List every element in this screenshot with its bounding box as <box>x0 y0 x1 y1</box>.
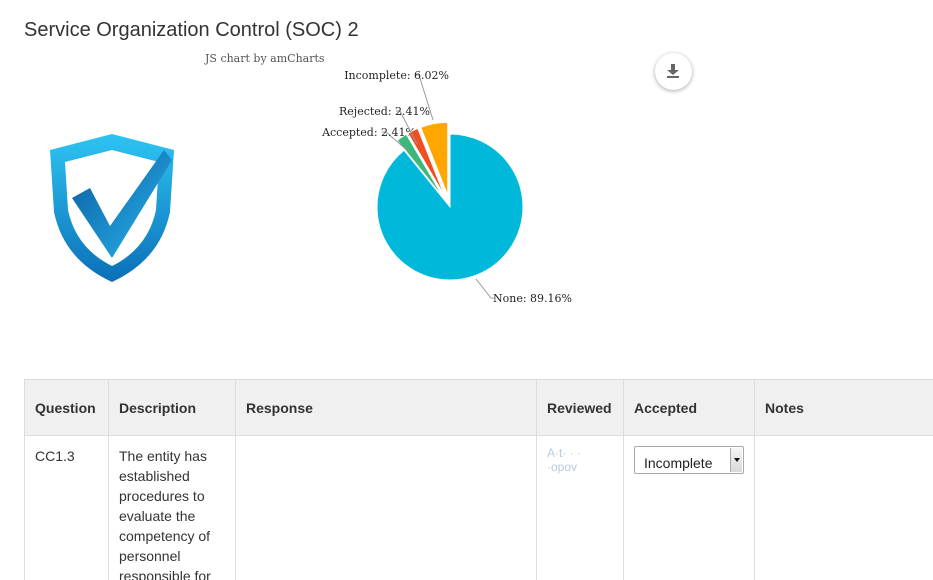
notes-cell[interactable] <box>754 435 933 580</box>
column-header-notes[interactable]: Notes <box>754 379 933 436</box>
pie-label-line-incomplete <box>415 74 434 121</box>
pie-chart: None: 89.16% Accepted: 2.41% Rejected: 2.4… <box>321 69 572 305</box>
table-row: CC1.3 The entity has established procedu… <box>24 435 933 580</box>
column-header-question[interactable]: Question <box>24 379 109 436</box>
page-title: Service Organization Control (SOC) 2 <box>24 19 359 41</box>
accepted-status-select[interactable]: Incomplete <box>634 446 744 474</box>
pie-label-none: None: 89.16% <box>493 292 572 305</box>
pie-slice-none[interactable] <box>376 133 524 281</box>
accepted-cell: Incomplete <box>623 435 755 580</box>
reviewed-cell: A·t· · · ·opov <box>536 435 624 580</box>
response-cell[interactable] <box>235 435 537 580</box>
description-cell: The entity has established procedures to… <box>108 435 236 580</box>
pie-label-line-rejected <box>396 110 418 145</box>
column-header-description[interactable]: Description <box>108 379 236 436</box>
pie-label-incomplete: Incomplete: 6.02% <box>344 69 449 82</box>
column-header-accepted[interactable]: Accepted <box>623 379 755 436</box>
pie-label-line-accepted <box>382 131 409 152</box>
reviewed-by-link[interactable]: A·t· · · ·opov <box>547 446 581 474</box>
column-header-response[interactable]: Response <box>235 379 537 436</box>
pie-slice-accepted[interactable] <box>396 133 444 198</box>
pie-label-accepted: Accepted: 2.41% <box>321 126 416 139</box>
column-header-reviewed[interactable]: Reviewed <box>536 379 624 436</box>
download-icon <box>667 64 679 78</box>
pie-slice-incomplete[interactable] <box>420 121 449 196</box>
download-button[interactable] <box>655 53 692 90</box>
pie-slice-rejected[interactable] <box>407 127 446 197</box>
pie-label-line-none <box>475 278 495 299</box>
chevron-down-icon <box>730 448 742 472</box>
pie-label-rejected: Rejected: 2.41% <box>339 105 430 118</box>
chart-credit[interactable]: JS chart by amCharts <box>205 52 325 65</box>
table-header-row: Question Description Response Reviewed A… <box>24 379 933 436</box>
question-cell: CC1.3 <box>24 435 109 580</box>
accepted-status-value: Incomplete <box>644 455 713 471</box>
shield-check-logo <box>50 134 174 282</box>
soc-questions-table: Question Description Response Reviewed A… <box>24 379 933 580</box>
